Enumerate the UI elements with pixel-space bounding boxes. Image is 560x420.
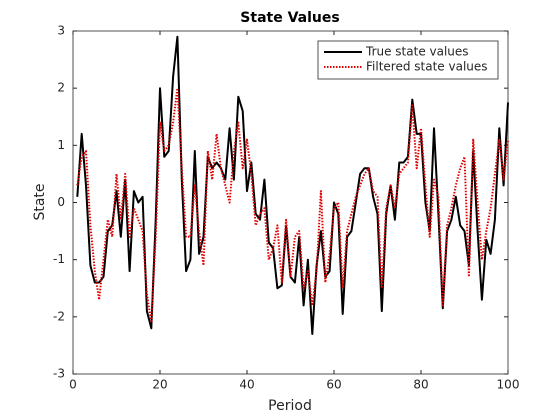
- y-tick-label: 1: [57, 138, 65, 152]
- x-tick-label: 40: [239, 378, 254, 392]
- plot-area: [72, 30, 509, 375]
- y-tick-label: 2: [57, 81, 65, 95]
- x-tick-label: 80: [413, 378, 428, 392]
- y-tick-label: -2: [53, 309, 65, 323]
- series-line: [76, 87, 509, 324]
- y-tick-label: 3: [57, 24, 65, 38]
- series-line: [76, 35, 509, 335]
- y-axis-label: State: [32, 183, 48, 220]
- x-tick-label: 60: [326, 378, 341, 392]
- legend-label: True state values: [365, 45, 469, 59]
- y-tick-label: 0: [57, 195, 65, 209]
- x-tick-label: 100: [497, 378, 520, 392]
- legend-label: Filtered state values: [366, 60, 488, 74]
- chart-title: State Values: [240, 10, 339, 26]
- x-tick-label: 20: [152, 378, 167, 392]
- legend-box: [317, 40, 499, 80]
- x-tick-label: 0: [69, 378, 77, 392]
- x-axis-label: Period: [268, 398, 312, 414]
- y-tick-label: -1: [53, 252, 65, 266]
- y-tick-label: -3: [53, 367, 65, 381]
